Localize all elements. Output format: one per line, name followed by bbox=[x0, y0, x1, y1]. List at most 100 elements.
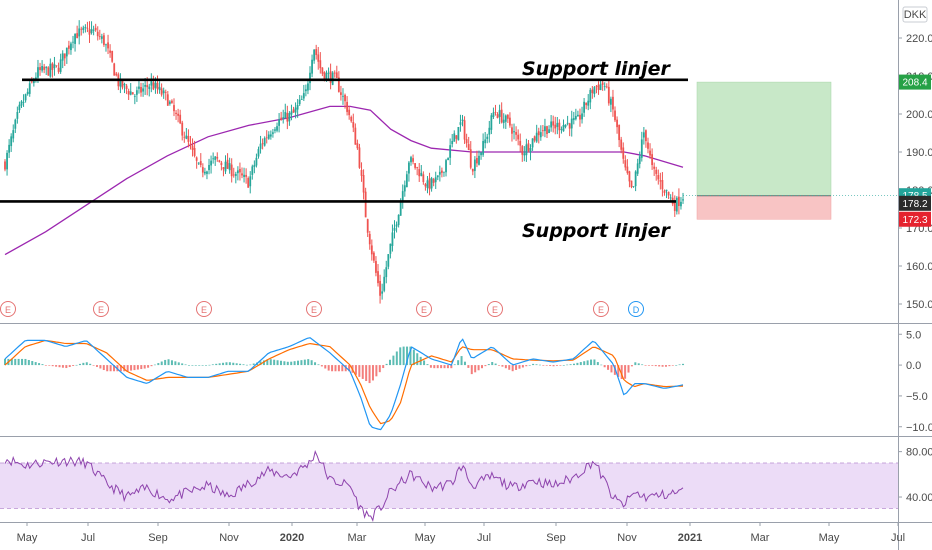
candle-body bbox=[47, 67, 50, 76]
candle-body bbox=[362, 175, 365, 193]
earnings-marker bbox=[0, 301, 16, 317]
candle-body bbox=[389, 243, 392, 254]
macd-histogram-bar bbox=[610, 365, 613, 373]
candle-body bbox=[228, 163, 231, 171]
macd-histogram-bar bbox=[559, 365, 562, 366]
candle-body bbox=[315, 49, 318, 56]
candle-body bbox=[59, 59, 62, 72]
rsi-line bbox=[4, 449, 684, 522]
earnings-marker bbox=[306, 301, 322, 317]
candle-body bbox=[506, 114, 509, 119]
candle-body bbox=[428, 178, 431, 190]
macd-histogram-bar bbox=[341, 365, 344, 372]
candle-body bbox=[179, 114, 182, 124]
candle-body bbox=[544, 126, 546, 132]
macd-histogram-bar bbox=[269, 359, 272, 366]
macd-histogram-bar bbox=[300, 360, 303, 366]
candle-body bbox=[263, 138, 266, 146]
candle-body bbox=[333, 72, 336, 74]
candle-body bbox=[100, 36, 103, 39]
candle-body bbox=[570, 118, 573, 129]
macd-histogram-bar bbox=[429, 365, 432, 368]
candle-body bbox=[177, 113, 180, 116]
candle-body bbox=[313, 49, 316, 61]
candle-body bbox=[187, 135, 190, 142]
macd-histogram-bar bbox=[654, 365, 657, 367]
candle-body bbox=[288, 113, 291, 122]
candle-body bbox=[616, 119, 618, 128]
candle-body bbox=[609, 98, 612, 105]
macd-histogram-bar bbox=[242, 364, 245, 366]
candle-body bbox=[123, 83, 126, 86]
macd-histogram-bar bbox=[644, 365, 647, 366]
rsi-band bbox=[0, 462, 898, 509]
macd-histogram-bar bbox=[487, 364, 490, 366]
candle-body bbox=[680, 201, 682, 207]
candle-body bbox=[166, 94, 169, 106]
candle-body bbox=[529, 148, 532, 153]
macd-histogram-bar bbox=[382, 365, 385, 369]
candle-body bbox=[612, 96, 614, 110]
macd-histogram-bar bbox=[423, 360, 426, 366]
candle-body bbox=[282, 117, 285, 119]
candle-body bbox=[337, 77, 340, 92]
candle-body bbox=[158, 86, 161, 91]
price-tick-label: 200.0 bbox=[906, 109, 932, 121]
earnings-marker bbox=[593, 301, 609, 317]
candle-body bbox=[224, 161, 227, 172]
macd-histogram-bar bbox=[651, 365, 654, 366]
candle-body bbox=[286, 112, 289, 122]
event-marker-label: E bbox=[5, 305, 11, 315]
candle-body bbox=[673, 202, 676, 212]
macd-histogram-bar bbox=[395, 351, 398, 366]
macd-histogram-bar bbox=[181, 363, 184, 366]
macd-histogram-bar bbox=[259, 361, 262, 366]
candle-body bbox=[61, 53, 64, 61]
candle-body bbox=[399, 201, 402, 216]
macd-histogram-bar bbox=[177, 362, 180, 366]
candle-body bbox=[156, 82, 159, 90]
candle-body bbox=[6, 152, 8, 170]
candle-body bbox=[677, 196, 680, 207]
macd-histogram-bar bbox=[532, 363, 535, 366]
macd-histogram-bar bbox=[249, 364, 252, 366]
candle-body bbox=[49, 63, 52, 77]
candle-body bbox=[218, 160, 221, 162]
macd-histogram-bar bbox=[72, 365, 75, 366]
macd-histogram-bar bbox=[538, 364, 541, 366]
candle-body bbox=[239, 168, 241, 173]
macd-histogram-bar bbox=[208, 364, 211, 366]
macd-histogram-bar bbox=[75, 364, 78, 366]
candle-body bbox=[115, 73, 118, 76]
candle-body bbox=[8, 144, 11, 153]
candle-body bbox=[41, 65, 43, 71]
candle-body bbox=[230, 164, 233, 177]
time-tick-label: Nov bbox=[219, 532, 239, 544]
candle-body bbox=[603, 86, 606, 87]
candle-body bbox=[618, 124, 621, 141]
candle-body bbox=[70, 43, 72, 51]
macd-line bbox=[4, 337, 684, 431]
macd-histogram-bar bbox=[106, 365, 109, 372]
macd-histogram-bar bbox=[511, 365, 514, 372]
candle-body bbox=[173, 105, 175, 112]
macd-histogram-bar bbox=[290, 361, 293, 366]
candle-body bbox=[148, 86, 151, 90]
candle-body bbox=[352, 121, 355, 128]
candle-body bbox=[253, 164, 256, 167]
macd-histogram-bar bbox=[504, 365, 507, 369]
candle-body bbox=[298, 99, 301, 105]
macd-histogram-bar bbox=[113, 365, 116, 372]
candle-body bbox=[350, 116, 353, 122]
candle-body bbox=[385, 267, 388, 278]
candle-body bbox=[267, 134, 270, 139]
time-tick-label: Sep bbox=[148, 532, 168, 544]
candle-body bbox=[26, 91, 29, 95]
macd-histogram-bar bbox=[21, 358, 24, 366]
candle-body bbox=[327, 72, 330, 74]
candle-body bbox=[647, 142, 649, 149]
